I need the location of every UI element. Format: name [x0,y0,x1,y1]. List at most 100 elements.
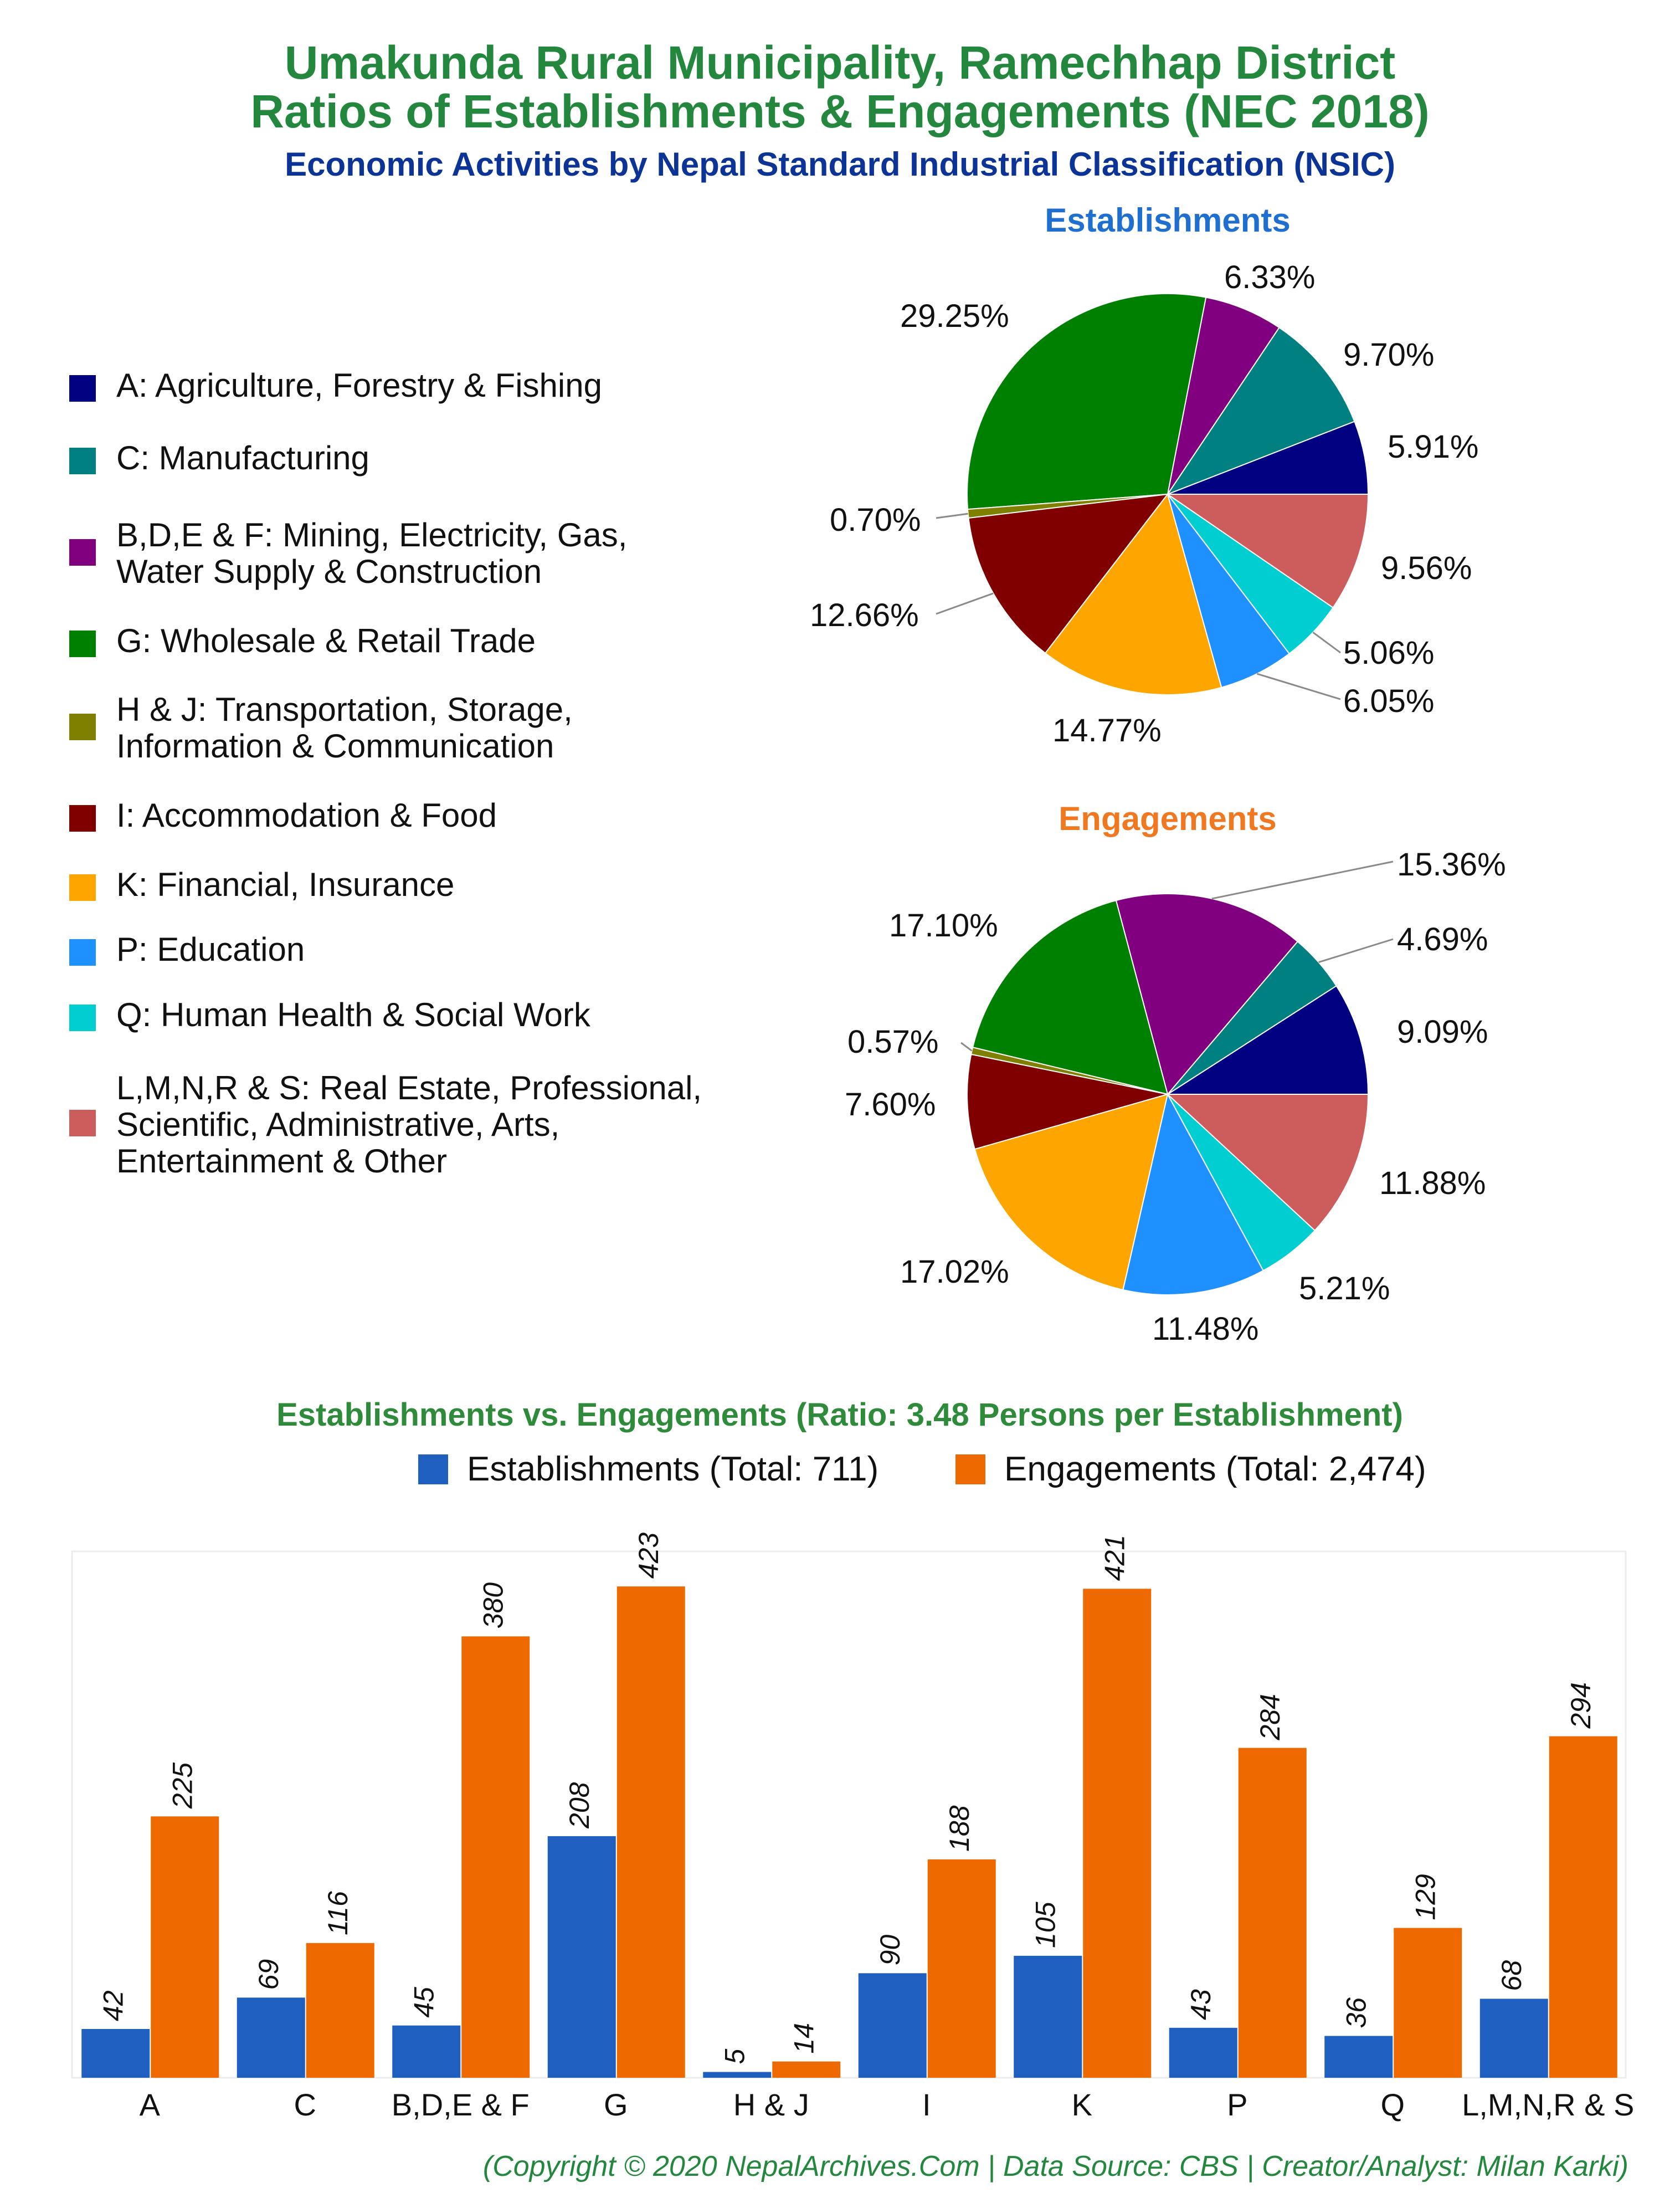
establishments-pie-label-h-j: 0.70% [830,502,921,538]
legend-swatch-c [69,448,96,474]
bar-engagements-p [1238,1748,1307,2078]
bar-value-establishments-h-j: 5 [720,2049,751,2064]
bar-engagements-k [1083,1589,1152,2078]
establishments-pie-label-k: 14.77% [1052,713,1162,749]
engagements-pie-label-b-d-e-f: 15.36% [1397,847,1506,883]
engagements-pie-slice-i [967,1053,1168,1150]
legend-swatch-bdef [69,539,96,566]
bar-legend-swatch-engagements [955,1454,985,1484]
establishments-pie-slice-b-d-e-f [1167,296,1280,495]
bar-category-label-p: P [1227,2087,1247,2122]
bar-value-engagements-l-m-n-r-s: 294 [1565,1682,1596,1729]
establishments-pie-slice-c [1166,326,1355,496]
legend-label-c: C: Manufacturing [116,439,369,476]
engagements-pie-slice-l-m-n-r-s [1166,1094,1369,1232]
legend-label-p: P: Education [116,931,305,968]
engagements-pie-chart: Engagements 9.09% 4.69% 15.36% 17.10% 0.57% 7.… [845,800,1506,1347]
bar-engagements-l-m-n-r-s [1549,1736,1617,2078]
bar-value-establishments-c: 69 [253,1959,284,1990]
establishments-pie-title: Establishments [1045,202,1290,239]
bar-plot-frame [71,1550,1627,2079]
establishments-pie-label-p: 6.05% [1343,683,1434,719]
bar-engagements-g [616,1586,685,2078]
legend-label-hj: H & J: Transportation, Storage, Informat… [116,691,573,765]
bar-category-label-b-d-e-f: B,D,E & F [392,2087,530,2122]
bar-engagements-c [306,1943,374,2078]
bar-value-establishments-a: 42 [98,1990,129,2021]
bar-value-establishments-p: 43 [1185,1989,1216,2020]
bar-establishments-l-m-n-r-s [1479,1999,1548,2078]
bar-value-engagements-i: 188 [944,1805,975,1852]
bar-establishments-p [1169,2027,1237,2078]
engagements-pie-label-a: 9.09% [1397,1014,1488,1050]
legend-label-q: Q: Human Health & Social Work [116,996,590,1033]
bar-value-establishments-k: 105 [1030,1902,1061,1948]
engagements-pie-label-k: 17.02% [900,1254,1009,1290]
engagements-pie-label-i: 7.60% [845,1087,936,1123]
legend-swatch-q [69,1005,96,1031]
legend-swatch-i [69,805,96,832]
establishments-pie-label-l-m-n-r-s: 9.56% [1381,550,1472,586]
establishments-pie-slice-g [967,293,1207,510]
legend-label-bdef: B,D,E & F: Mining, Electricity, Gas, Wat… [116,516,628,590]
chart-title-line1: Umakunda Rural Municipality, Ramechhap D… [284,37,1396,89]
establishments-pie-leader-i [936,592,994,615]
bar-chart-title: Establishments vs. Engagements (Ratio: 3… [276,1397,1403,1433]
engagements-pie-slice-a [1165,985,1369,1095]
engagements-pie-label-h-j: 0.57% [847,1024,938,1060]
bar-legend-label-engagements: Engagements (Total: 2,474) [1004,1450,1426,1488]
bar-value-engagements-c: 116 [322,1891,353,1935]
establishments-pie-leader-p [1256,673,1341,700]
bar-category-label-k: K [1072,2087,1092,2122]
establishments-pie-slice-p [1167,494,1291,688]
bar-category-label-q: Q [1380,2087,1405,2122]
bar-engagements-i [927,1859,996,2078]
bar-value-engagements-b-d-e-f: 380 [478,1582,509,1629]
chart-subtitle: Economic Activities by Nepal Standard In… [285,146,1395,183]
engagements-pie-slice-g [972,899,1169,1095]
bar-category-label-h-j: H & J [733,2087,809,2122]
bar-engagements-q [1394,1928,1462,2078]
bar-value-establishments-l-m-n-r-s: 68 [1496,1960,1527,1991]
bar-value-establishments-q: 36 [1341,1997,1372,2028]
bar-engagements-b-d-e-f [461,1636,530,2078]
legend-label-g: G: Wholesale & Retail Trade [116,622,536,659]
bar-legend-swatch-establishments [418,1454,448,1484]
establishments-pie-label-b-d-e-f: 6.33% [1224,259,1315,295]
establishments-pie-label-c: 9.70% [1343,337,1434,373]
engagements-pie-title: Engagements [1059,800,1276,837]
establishments-pie-slice-k [1044,493,1222,695]
bar-establishments-k [1014,1955,1082,2078]
engagements-pie-slice-k [974,1093,1169,1291]
legend-swatch-a [69,375,96,402]
bar-establishments-c [237,1997,305,2078]
bar-establishments-a [81,2028,150,2078]
legend-swatch-hj [69,714,96,740]
engagements-pie-leader-h-j [960,1042,973,1052]
bar-establishments-q [1324,2036,1393,2078]
legend-label-k: K: Financial, Insurance [116,866,455,903]
bar-establishments-i [858,1973,927,2078]
engagements-pie-slice-b-d-e-f [1115,893,1298,1096]
legend-label-a: A: Agriculture, Forestry & Fishing [116,367,602,404]
bar-value-establishments-b-d-e-f: 45 [409,1987,440,2018]
bar-engagements-h-j [772,2061,841,2078]
establishments-pie-leader-h-j [936,513,968,519]
chart-title-line2: Ratios of Establishments & Engagements (… [250,85,1430,137]
engagements-pie-leader-b-d-e-f [1211,860,1394,900]
bar-value-establishments-g: 208 [564,1782,595,1829]
establishments-vs-engagements-bar-chart: Establishments vs. Engagements (Ratio: 3… [71,1397,1634,2122]
bar-value-establishments-i: 90 [875,1935,906,1966]
establishments-pie-slice-i [968,493,1169,654]
bar-value-engagements-k: 421 [1100,1535,1131,1581]
establishments-pie-label-g: 29.25% [900,298,1009,334]
engagements-pie-label-l-m-n-r-s: 11.88% [1379,1165,1486,1201]
legend-swatch-k [69,874,96,901]
bar-value-engagements-a: 225 [167,1762,198,1810]
legend-swatch-lmnrs [69,1110,96,1136]
bar-category-label-g: G [604,2087,628,2122]
bar-establishments-h-j [703,2072,772,2078]
bar-establishments-g [547,1836,616,2078]
bar-legend-label-establishments: Establishments (Total: 711) [467,1450,878,1488]
